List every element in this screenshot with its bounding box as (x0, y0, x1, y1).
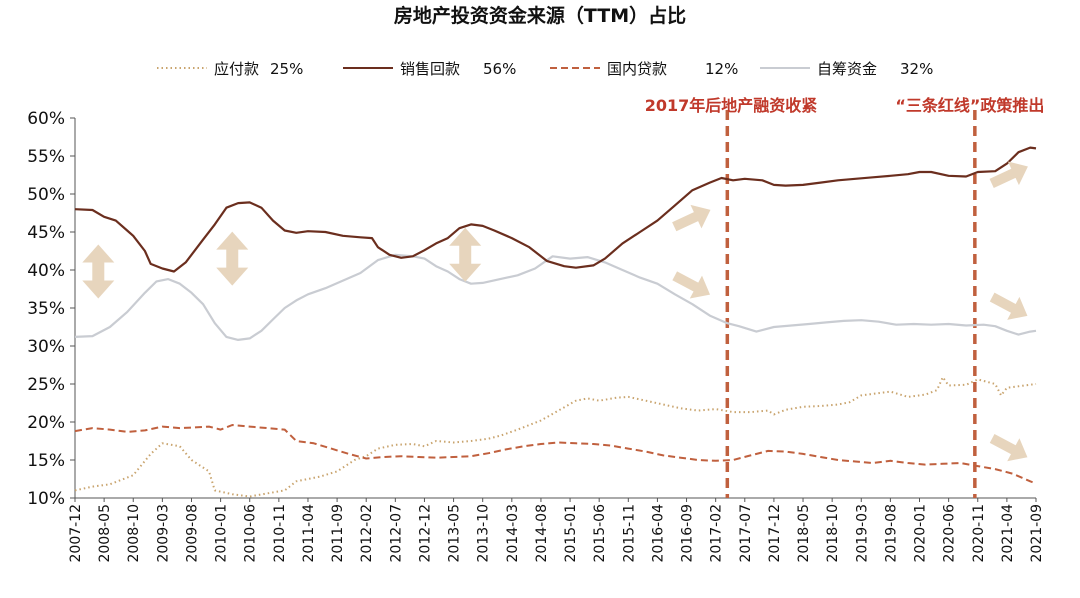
x-tick-label: 2012-12 (417, 504, 433, 563)
y-tick-label: 60% (27, 109, 65, 129)
series-line (74, 376, 1037, 498)
series-line (74, 253, 1037, 341)
legend-value: 25% (270, 60, 303, 78)
arrow-up-right-icon (989, 161, 1028, 188)
x-tick-label: 2015-01 (563, 504, 579, 563)
x-tick-label: 2021-04 (1000, 504, 1016, 563)
arrow-shape (672, 271, 711, 299)
x-tick-label: 2007-12 (68, 504, 84, 563)
legend-label: 自筹资金 (817, 60, 877, 78)
legend-label: 国内贷款 (607, 60, 667, 78)
x-tick-label: 2015-11 (621, 504, 637, 563)
arrow-shape (989, 292, 1028, 320)
y-axis: 10% 15% 20% 25% 30% 35% 40% 45% 50% 55% 60% (27, 109, 76, 509)
double-arrow-icon (449, 227, 482, 282)
legend-value: 12% (705, 60, 738, 78)
annotation-label: “三条红线”政策推出 (895, 96, 1044, 115)
y-tick-label: 10% (27, 489, 65, 509)
x-axis: 2007-12 2008-05 2008-10 2009-03 2009-08 2010-… (68, 497, 1045, 563)
x-tick-label: 2021-09 (1029, 504, 1045, 563)
x-tick-label: 2009-03 (155, 504, 171, 563)
y-tick-label: 50% (27, 185, 65, 205)
x-tick-label: 2020-01 (913, 504, 929, 563)
arrow-up-right-icon (672, 204, 711, 232)
y-tick-label: 20% (27, 413, 65, 433)
x-tick-label: 2013-10 (476, 504, 492, 563)
y-tick-label: 45% (27, 223, 65, 243)
legend-label: 应付款 (214, 60, 259, 78)
x-tick-label: 2011-04 (301, 504, 317, 563)
x-tick-label: 2014-08 (534, 504, 550, 563)
double-arrow-icon (216, 231, 249, 286)
y-tick-label: 40% (27, 261, 65, 281)
series-layer (74, 146, 1037, 498)
y-tick-label: 15% (27, 451, 65, 471)
x-tick-label: 2010-11 (272, 504, 288, 563)
chart-title: 房地产投资资金来源（TTM）占比 (394, 4, 686, 27)
annotations: 2017年后地产融资收紧 “三条红线”政策推出 (645, 96, 1044, 498)
marker-layer (82, 161, 1028, 462)
series-line (74, 424, 1037, 485)
x-tick-label: 2019-03 (854, 504, 870, 563)
x-tick-label: 2016-04 (650, 504, 666, 563)
legend: 应付款 25% 销售回款 56% 国内贷款 12% 自筹资金 32% (157, 60, 933, 78)
x-tick-label: 2010-01 (214, 504, 230, 563)
x-tick-label: 2012-07 (388, 504, 404, 563)
x-tick-label: 2010-06 (243, 504, 259, 563)
arrow-shape (989, 161, 1028, 188)
annotation-label: 2017年后地产融资收紧 (645, 96, 818, 115)
x-tick-label: 2012-02 (359, 504, 375, 563)
double-arrow-icon (82, 244, 115, 299)
x-tick-label: 2017-02 (709, 504, 725, 563)
y-tick-label: 35% (27, 299, 65, 319)
x-tick-label: 2015-06 (592, 504, 608, 563)
x-tick-label: 2020-11 (971, 504, 987, 563)
x-tick-label: 2014-03 (505, 504, 521, 563)
arrow-down-right-icon (989, 434, 1028, 462)
legend-label: 销售回款 (400, 60, 460, 78)
series-line (74, 146, 1037, 273)
x-tick-label: 2011-09 (330, 504, 346, 563)
x-tick-label: 2016-09 (680, 504, 696, 563)
x-tick-label: 2013-05 (447, 504, 463, 563)
x-tick-label: 2018-05 (796, 504, 812, 563)
x-tick-label: 2008-10 (126, 504, 142, 563)
arrow-down-right-icon (989, 292, 1028, 320)
x-tick-label: 2017-07 (738, 504, 754, 563)
legend-value: 56% (483, 60, 516, 78)
x-tick-label: 2008-05 (97, 504, 113, 563)
y-tick-label: 55% (27, 147, 65, 167)
x-tick-label: 2020-06 (942, 504, 958, 563)
legend-value: 32% (900, 60, 933, 78)
y-tick-label: 30% (27, 337, 65, 357)
arrow-down-right-icon (672, 271, 711, 299)
x-tick-label: 2019-08 (883, 504, 899, 563)
y-tick-label: 25% (27, 375, 65, 395)
x-tick-label: 2009-08 (184, 504, 200, 563)
arrow-shape (672, 204, 711, 232)
x-tick-label: 2018-10 (825, 504, 841, 563)
arrow-shape (989, 434, 1028, 462)
x-tick-label: 2017-12 (767, 504, 783, 563)
